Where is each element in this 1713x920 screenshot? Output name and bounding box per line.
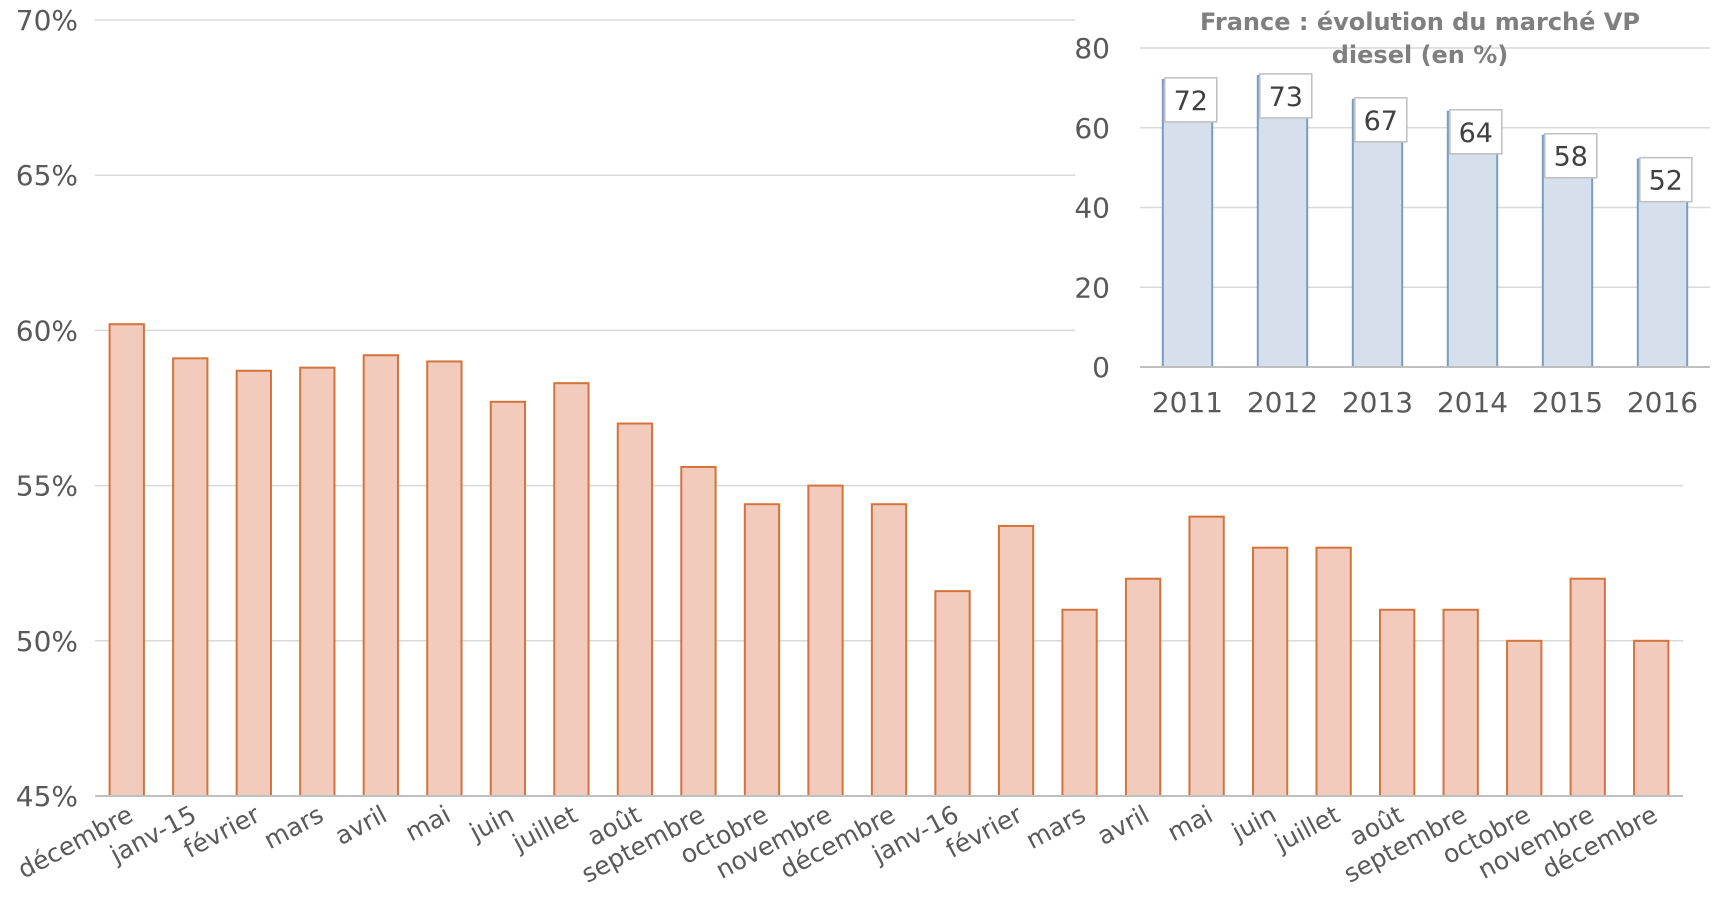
- inset-y-tick-label: 0: [1092, 351, 1110, 384]
- main-y-tick-label: 45%: [16, 780, 78, 813]
- inset-x-tick-label: 2014: [1437, 386, 1508, 419]
- main-bar: [489, 400, 527, 797]
- main-bar: [1061, 608, 1098, 798]
- inset-data-label-box: [1259, 73, 1313, 119]
- main-bar: [362, 354, 399, 797]
- inset-data-label-box: [1544, 132, 1598, 179]
- main-x-tick-label: juillet: [507, 800, 582, 858]
- main-bar: [172, 357, 209, 797]
- main-bar: [299, 366, 336, 797]
- main-bar: [1442, 608, 1479, 798]
- inset-y-tick-label: 60: [1074, 112, 1110, 145]
- main-x-tick-label: avril: [1092, 800, 1154, 851]
- inset-data-label-box: [1164, 77, 1218, 123]
- inset-data-label-box: [1639, 156, 1693, 203]
- main-bar: [553, 382, 590, 797]
- main-x-tick-label: juin: [464, 800, 519, 847]
- inset-chart-bars: [1161, 74, 1689, 369]
- main-bar: [1251, 546, 1289, 797]
- inset-data-label-box: [1354, 97, 1408, 143]
- main-bar: [1633, 639, 1670, 797]
- main-x-tick-label: mars: [1021, 800, 1090, 855]
- main-y-tick-label: 65%: [16, 159, 78, 192]
- inset-chart-y-ticks: 0 20 40 60 80: [1074, 32, 1110, 384]
- inset-bar: [1351, 98, 1404, 369]
- inset-title-line-1: France : évolution du marché VP: [1200, 8, 1640, 36]
- inset-y-tick-label: 80: [1074, 32, 1110, 65]
- inset-chart-x-ticks: 2011 2012 2013 2014 2015 2016: [1152, 386, 1698, 419]
- main-x-tick-label: avril: [330, 800, 392, 851]
- inset-x-tick-label: 2013: [1342, 386, 1413, 419]
- main-bar: [1379, 608, 1416, 798]
- inset-data-label: 67: [1364, 106, 1398, 137]
- main-bar: [743, 503, 781, 797]
- inset-data-label-box: [1449, 109, 1503, 155]
- main-chart-bars: [108, 323, 1670, 798]
- main-y-tick-label: 50%: [16, 625, 78, 658]
- main-bar: [235, 369, 272, 797]
- inset-x-tick-label: 2015: [1532, 386, 1603, 419]
- main-bar: [870, 503, 908, 797]
- inset-data-label: 72: [1174, 86, 1208, 117]
- main-bar: [1188, 515, 1225, 797]
- main-bar: [426, 360, 463, 797]
- main-chart-y-ticks: 45% 50% 55% 60% 65% 70%: [16, 4, 78, 813]
- inset-chart: 0 20 40 60 80 2011 2012 2013 2014 2015 2016 72 73 6…: [1074, 8, 1713, 419]
- inset-data-label: 58: [1554, 142, 1588, 173]
- main-bar: [680, 465, 717, 797]
- inset-chart-grid: [1140, 47, 1710, 288]
- inset-title-line-2: diesel (en %): [1332, 41, 1509, 69]
- inset-data-label: 52: [1649, 166, 1683, 197]
- main-y-tick-label: 55%: [16, 470, 78, 503]
- main-bar: [1315, 546, 1352, 797]
- inset-bar: [1161, 78, 1214, 369]
- main-bar: [934, 590, 971, 797]
- inset-x-tick-label: 2016: [1627, 386, 1698, 419]
- main-x-tick-label: mars: [259, 800, 328, 855]
- inset-data-label: 73: [1269, 82, 1303, 113]
- inset-y-tick-label: 20: [1074, 271, 1110, 304]
- main-y-tick-label: 60%: [16, 314, 78, 347]
- inset-bar: [1256, 74, 1309, 368]
- main-bar: [108, 323, 145, 797]
- main-x-tick-label: juillet: [1269, 800, 1344, 858]
- inset-x-tick-label: 2011: [1152, 386, 1223, 419]
- main-x-tick-label: juin: [1226, 800, 1281, 847]
- main-x-tick-label: mai: [400, 800, 455, 847]
- main-bar: [1569, 577, 1606, 797]
- main-x-tick-label: mai: [1163, 800, 1218, 847]
- inset-data-label: 64: [1459, 118, 1493, 149]
- main-bar: [997, 524, 1035, 798]
- inset-chart-data-labels: 72 73 67 64 58 52: [1164, 73, 1693, 203]
- main-bar: [1124, 577, 1162, 797]
- inset-y-tick-label: 40: [1074, 192, 1110, 225]
- main-bar: [616, 422, 654, 797]
- main-bar: [1506, 639, 1543, 797]
- main-bar: [807, 484, 844, 797]
- main-y-tick-label: 70%: [16, 4, 78, 37]
- inset-x-tick-label: 2012: [1247, 386, 1318, 419]
